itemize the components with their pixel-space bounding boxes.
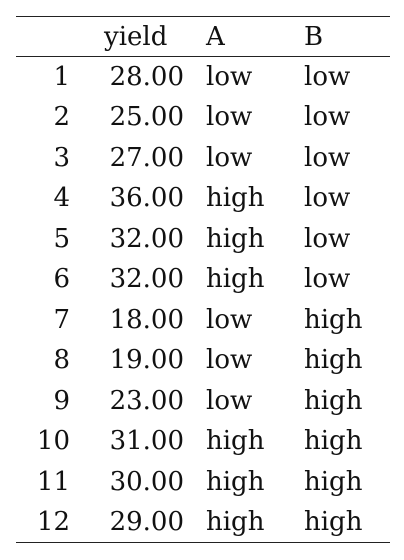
row-b-cell: high (304, 426, 363, 457)
header-yield: yield (86, 16, 194, 57)
row-a-cell: low (206, 304, 253, 335)
row-index-cell: 7 (53, 304, 70, 335)
table-row: 5 32.00 high low (16, 219, 390, 260)
table-body: 1 28.00 low low 2 25.00 low low 3 27.00 low low 4 36.… (16, 57, 390, 543)
header-row: yield A B (16, 16, 390, 57)
row-yield-cell: 25.00 (109, 102, 184, 133)
row-yield-cell: 23.00 (109, 385, 184, 416)
row-b-cell: low (304, 264, 351, 295)
row-b-cell: low (304, 183, 351, 214)
header-a: A (194, 16, 292, 57)
row-b-cell: low (304, 223, 351, 254)
row-yield-cell: 32.00 (109, 264, 184, 295)
row-a-cell: low (206, 102, 253, 133)
table-row: 12 29.00 high high (16, 502, 390, 543)
table-row: 9 23.00 low high (16, 381, 390, 422)
row-b-cell: low (304, 62, 351, 92)
data-table-container: yield A B 1 28.00 low low 2 25.00 low low 3 27.00… (16, 16, 390, 543)
row-index-cell: 10 (36, 426, 70, 457)
data-table: yield A B 1 28.00 low low 2 25.00 low low 3 27.00… (16, 16, 390, 543)
row-a-cell: low (206, 385, 253, 416)
row-a-cell: high (206, 466, 265, 497)
row-yield-cell: 36.00 (109, 183, 184, 214)
row-yield-cell: 30.00 (109, 466, 184, 497)
row-index-cell: 12 (16, 502, 86, 543)
table-row: 3 27.00 low low (16, 138, 390, 179)
row-index-cell: 8 (53, 345, 70, 376)
table-row: 11 30.00 high high (16, 462, 390, 503)
row-b-cell: high (304, 304, 363, 335)
row-index-cell: 3 (53, 142, 70, 173)
row-b-cell: low (304, 142, 351, 173)
header-index (16, 16, 86, 57)
row-b-cell: high (304, 345, 363, 376)
row-a-cell: high (206, 223, 265, 254)
row-b-cell: high (304, 385, 363, 416)
row-b-cell: low (304, 102, 351, 133)
row-a-cell: high (206, 183, 265, 214)
row-yield-cell: 19.00 (109, 345, 184, 376)
row-a-cell: high (194, 502, 292, 543)
row-yield-cell: 18.00 (109, 304, 184, 335)
row-a-cell: low (206, 142, 253, 173)
row-index-cell: 5 (53, 223, 70, 254)
row-a-cell: low (206, 62, 253, 92)
row-yield-cell: 29.00 (86, 502, 194, 543)
row-yield-cell: 28.00 (109, 62, 184, 92)
row-b-cell: high (292, 502, 390, 543)
table-row: 4 36.00 high low (16, 178, 390, 219)
table-header: yield A B (16, 16, 390, 57)
row-index-cell: 4 (53, 183, 70, 214)
table-row: 6 32.00 high low (16, 259, 390, 300)
table-row: 1 28.00 low low (16, 57, 390, 98)
row-yield-cell: 27.00 (109, 142, 184, 173)
header-b: B (292, 16, 390, 57)
row-yield-cell: 31.00 (109, 426, 184, 457)
row-a-cell: high (206, 264, 265, 295)
row-index-cell: 1 (53, 62, 70, 92)
table-row: 2 25.00 low low (16, 97, 390, 138)
table-row: 10 31.00 high high (16, 421, 390, 462)
row-index-cell: 9 (53, 385, 70, 416)
row-index-cell: 6 (53, 264, 70, 295)
table-row: 7 18.00 low high (16, 300, 390, 341)
row-b-cell: high (304, 466, 363, 497)
row-a-cell: high (206, 426, 265, 457)
row-yield-cell: 32.00 (109, 223, 184, 254)
row-index-cell: 11 (36, 466, 70, 497)
row-a-cell: low (206, 345, 253, 376)
row-index-cell: 2 (53, 102, 70, 133)
table-row: 8 19.00 low high (16, 340, 390, 381)
